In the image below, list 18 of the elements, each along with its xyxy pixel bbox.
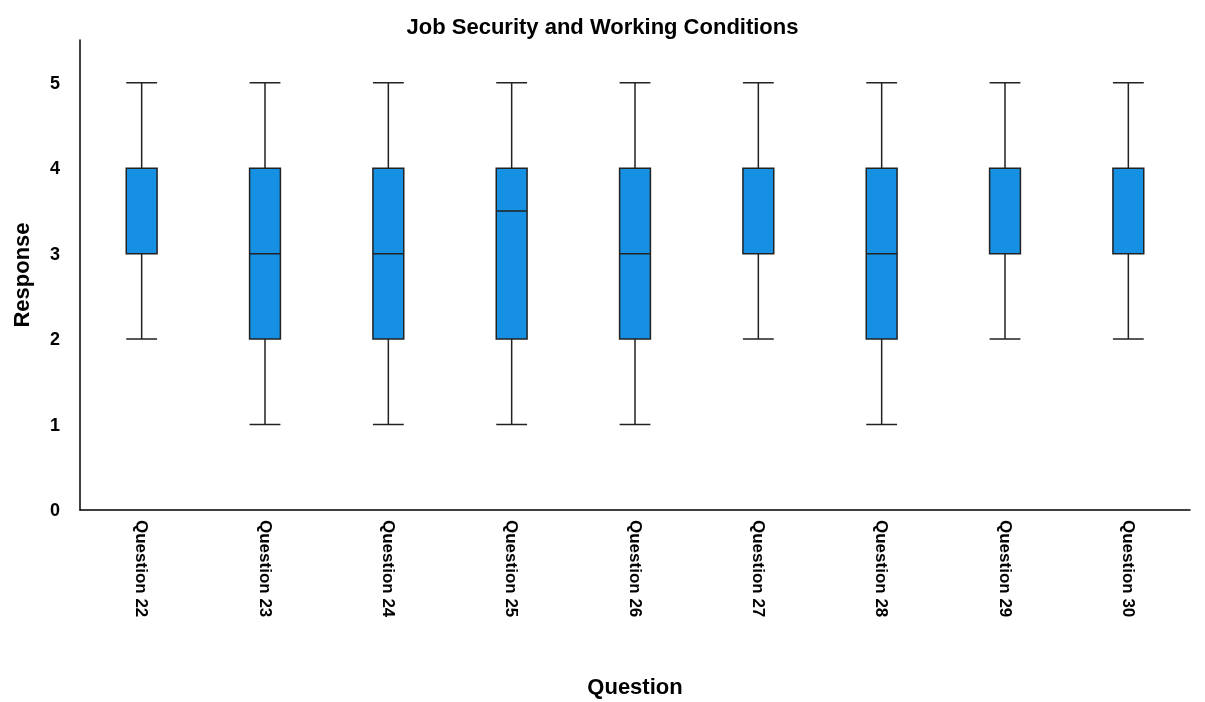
y-axis-title: Response [8,222,34,328]
y-tick-label: 2 [49,329,60,350]
x-tick-label: Question 29 [995,520,1015,618]
x-tick-label: Question 27 [748,520,768,618]
x-tick-label: Question 25 [502,520,522,618]
y-tick-label: 0 [49,500,60,520]
y-tick-label: 3 [49,243,60,264]
x-tick-label: Question 28 [872,520,892,618]
x-axis-title: Question [587,673,683,699]
x-tick-label: Question 30 [1118,520,1138,618]
x-tick-label: Question 22 [132,520,152,618]
y-tick-label: 1 [49,414,60,435]
x-tick-label: Question 24 [378,520,398,618]
y-tick-label: 5 [49,72,60,93]
y-tick-label: 4 [49,158,60,179]
x-tick-label: Question 23 [255,520,275,618]
chart-title: Job Security and Working Conditions [406,13,799,39]
x-tick-label: Question 26 [625,520,645,618]
